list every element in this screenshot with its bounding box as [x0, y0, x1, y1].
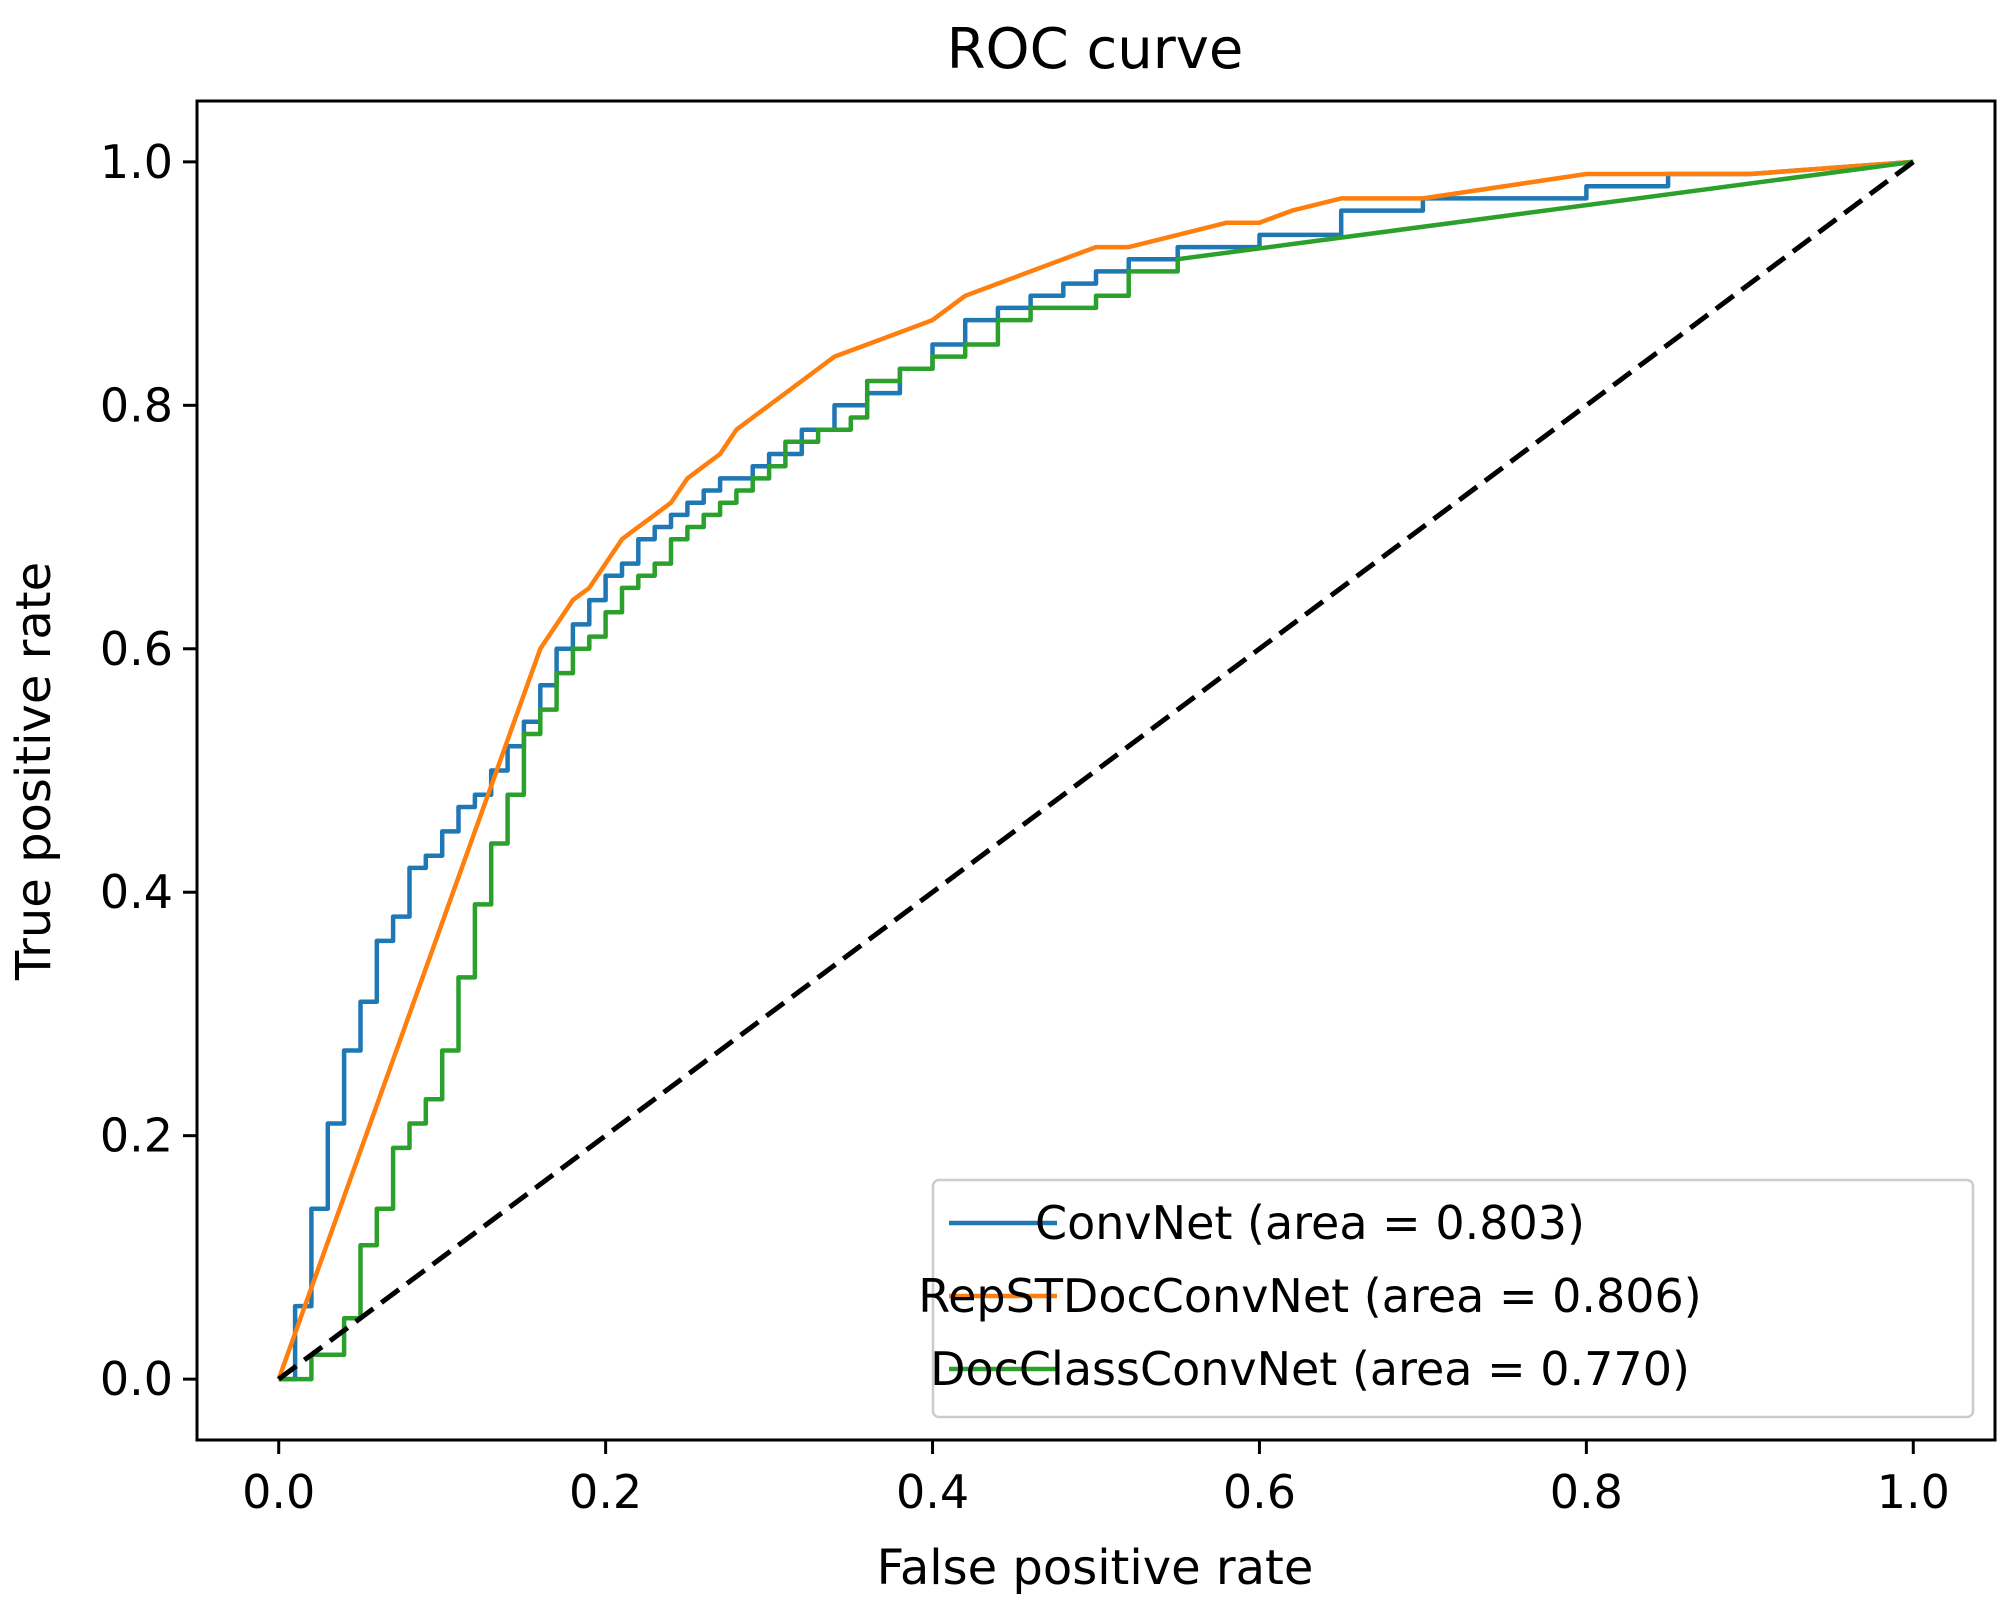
y-tick-label: 0.2	[100, 1109, 173, 1163]
series-line-convnet	[278, 159, 1914, 1382]
y-tick-label: 0.6	[100, 622, 173, 676]
x-tick-label: 0.0	[242, 1465, 315, 1519]
plot-area	[276, 159, 1915, 1382]
x-axis-ticks: 0.0 0.2 0.4 0.6 0.8 1.0	[242, 1440, 1950, 1519]
series-line-docclassconvnet	[278, 159, 1914, 1382]
y-tick-label: 0.4	[100, 865, 173, 919]
y-tick-label: 0.8	[100, 378, 173, 432]
legend: ConvNet (area = 0.803) RepSTDocConvNet (a…	[918, 1178, 1975, 1419]
x-tick-label: 0.4	[896, 1465, 969, 1519]
legend-entries: ConvNet (area = 0.803) RepSTDocConvNet (a…	[918, 1196, 1702, 1396]
legend-label-convnet: ConvNet (area = 0.803)	[1035, 1196, 1585, 1250]
x-tick-label: 1.0	[1877, 1465, 1950, 1519]
series-layer	[276, 159, 1915, 1382]
y-tick-label: 1.0	[100, 135, 173, 189]
y-tick-label: 0.0	[100, 1352, 173, 1406]
y-axis-title: True positive rate	[6, 562, 62, 981]
legend-label-docclassconvnet: DocClassConvNet (area = 0.770)	[930, 1342, 1690, 1396]
plot-frame	[195, 99, 1997, 1442]
x-tick-label: 0.6	[1223, 1465, 1296, 1519]
y-axis-ticks: 0.0 0.2 0.4 0.6 0.8 1.0	[100, 135, 197, 1406]
legend-label-repstdocconvnet: RepSTDocConvNet (area = 0.806)	[918, 1269, 1702, 1323]
chart-title: ROC curve	[947, 17, 1244, 82]
legend-box	[931, 1178, 1975, 1419]
series-line-chance	[277, 159, 1915, 1382]
series-line-repstdocconvnet	[276, 159, 1914, 1380]
x-tick-label: 0.2	[569, 1465, 642, 1519]
x-axis-title: False positive rate	[877, 1540, 1314, 1596]
x-tick-label: 0.8	[1550, 1465, 1623, 1519]
